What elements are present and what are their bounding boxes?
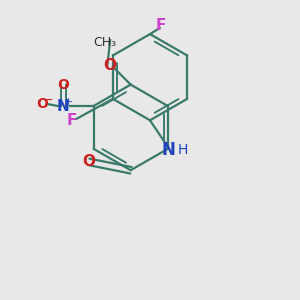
Text: −: − <box>43 94 54 107</box>
Text: O: O <box>37 97 48 111</box>
Text: F: F <box>67 113 77 128</box>
Text: O: O <box>82 154 96 169</box>
Text: +: + <box>64 97 73 106</box>
Text: O: O <box>57 78 69 92</box>
Text: H: H <box>178 143 188 157</box>
Text: N: N <box>161 141 176 159</box>
Text: F: F <box>156 18 166 33</box>
Text: CH₃: CH₃ <box>93 36 116 49</box>
Text: O: O <box>103 58 116 73</box>
Text: N: N <box>57 98 70 113</box>
